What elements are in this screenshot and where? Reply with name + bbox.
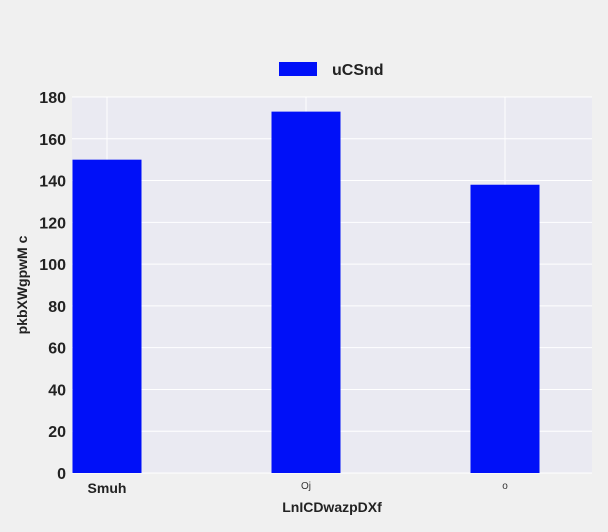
legend-label: uCSnd	[332, 62, 384, 79]
bar-o	[470, 184, 540, 473]
y-tick-label: 120	[39, 215, 66, 232]
y-tick-label: 180	[39, 90, 66, 107]
y-axis-label: pkbXWgpwM c	[14, 235, 30, 334]
y-tick-label: 140	[39, 174, 66, 191]
bar-smuh	[72, 159, 142, 473]
y-tick-label: 40	[48, 382, 66, 399]
y-tick-label: 160	[39, 132, 66, 149]
bar-oj	[271, 111, 341, 473]
x-tick-label: Oj	[301, 481, 311, 492]
legend: uCSnd	[279, 62, 384, 79]
y-tick-label: 60	[48, 341, 66, 358]
y-tick-label: 0	[57, 466, 66, 483]
legend-swatch	[279, 62, 317, 76]
y-tick-label: 80	[48, 299, 66, 316]
y-tick-label: 100	[39, 257, 66, 274]
bars	[72, 111, 540, 473]
y-tick-label: 20	[48, 424, 66, 441]
x-axis-label: LnICDwazpDXf	[282, 499, 382, 515]
x-tick-labels: Smuh Oj o	[88, 480, 509, 496]
x-tick-label: Smuh	[88, 480, 127, 496]
x-tick-label: o	[502, 481, 508, 492]
y-tick-labels: 0 20 40 60 80 100 120 140 160 180	[39, 90, 66, 483]
